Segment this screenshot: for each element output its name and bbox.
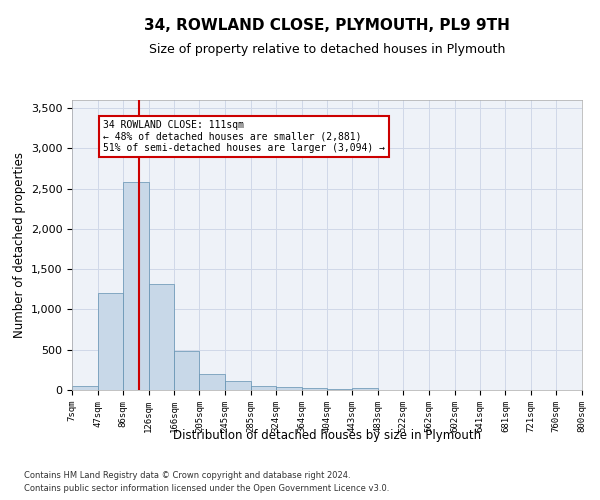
Text: Contains HM Land Registry data © Crown copyright and database right 2024.: Contains HM Land Registry data © Crown c… bbox=[24, 470, 350, 480]
Bar bbox=[328, 389, 352, 390]
Bar bbox=[149, 284, 174, 390]
Bar bbox=[352, 388, 378, 390]
Y-axis label: Number of detached properties: Number of detached properties bbox=[13, 152, 26, 338]
Bar bbox=[98, 294, 123, 390]
Bar bbox=[72, 386, 98, 390]
Text: 34 ROWLAND CLOSE: 111sqm
← 48% of detached houses are smaller (2,881)
51% of sem: 34 ROWLAND CLOSE: 111sqm ← 48% of detach… bbox=[103, 120, 385, 154]
Text: Distribution of detached houses by size in Plymouth: Distribution of detached houses by size … bbox=[173, 428, 481, 442]
Bar bbox=[251, 386, 276, 390]
Bar bbox=[302, 388, 328, 390]
Bar bbox=[276, 387, 302, 390]
Text: Size of property relative to detached houses in Plymouth: Size of property relative to detached ho… bbox=[149, 44, 505, 57]
Bar bbox=[174, 350, 199, 390]
Text: Contains public sector information licensed under the Open Government Licence v3: Contains public sector information licen… bbox=[24, 484, 389, 493]
Bar bbox=[225, 381, 251, 390]
Bar bbox=[199, 374, 225, 390]
Text: 34, ROWLAND CLOSE, PLYMOUTH, PL9 9TH: 34, ROWLAND CLOSE, PLYMOUTH, PL9 9TH bbox=[144, 18, 510, 32]
Bar bbox=[123, 182, 149, 390]
